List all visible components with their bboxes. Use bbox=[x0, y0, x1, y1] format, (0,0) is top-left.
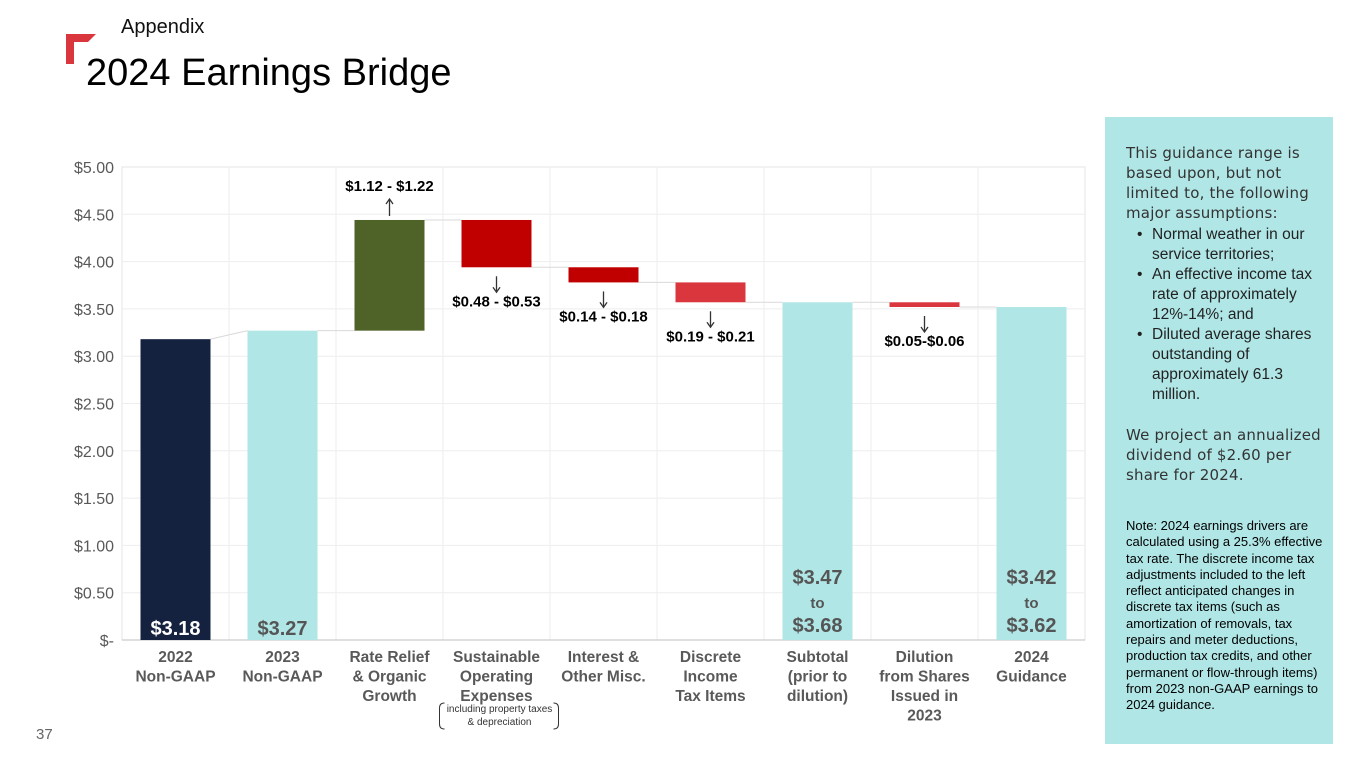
x-category-label: Other Misc. bbox=[561, 669, 645, 686]
bar bbox=[354, 219, 425, 331]
y-tick-label: $- bbox=[100, 633, 114, 650]
page-title: 2024 Earnings Bridge bbox=[86, 52, 452, 94]
x-category-label: Growth bbox=[362, 688, 416, 705]
bar-value-label: $3.42 bbox=[1006, 567, 1056, 589]
x-category-label: Interest & bbox=[568, 649, 640, 666]
annotation-text: including property taxes bbox=[447, 704, 553, 715]
assumption-item: • Normal weather in our service territori… bbox=[1126, 225, 1327, 265]
footnote: Note: 2024 earnings drivers are calculat… bbox=[1126, 518, 1323, 713]
bar-value-label: $3.68 bbox=[792, 615, 842, 637]
bracket-right bbox=[553, 702, 559, 730]
down-arrow-icon bbox=[492, 286, 501, 294]
x-category-label: & Organic bbox=[352, 669, 426, 686]
x-category-label: 2023 bbox=[265, 649, 300, 666]
connector-line bbox=[210, 330, 248, 340]
x-category-label: Issued in bbox=[891, 688, 958, 705]
bar-value-label: $3.18 bbox=[150, 618, 200, 640]
bar-value-label: $3.62 bbox=[1006, 615, 1056, 637]
assumptions-panel: This guidance range is based upon, but n… bbox=[1105, 117, 1333, 744]
y-tick-label: $0.50 bbox=[74, 586, 114, 603]
assumption-item: • An effective income tax rate of approxi… bbox=[1126, 265, 1327, 325]
bar bbox=[568, 267, 639, 283]
x-category-label: dilution) bbox=[787, 688, 848, 705]
bar-value-label: $3.27 bbox=[257, 618, 307, 640]
section-label: Appendix bbox=[121, 16, 205, 38]
bar-value-label: $3.47 bbox=[792, 567, 842, 589]
x-category-label: Non-GAAP bbox=[242, 669, 322, 686]
delta-label: $0.48 - $0.53 bbox=[452, 293, 540, 310]
y-tick-label: $2.00 bbox=[74, 444, 114, 461]
y-tick-label: $4.00 bbox=[74, 255, 114, 272]
annotation-text: & depreciation bbox=[468, 717, 532, 728]
y-tick-label: $1.00 bbox=[74, 538, 114, 555]
y-tick-label: $3.50 bbox=[74, 302, 114, 319]
bullet-icon: • bbox=[1137, 326, 1143, 343]
bar bbox=[996, 307, 1067, 640]
delta-label: $0.05-$0.06 bbox=[884, 333, 964, 350]
page-number: 37 bbox=[36, 726, 53, 743]
x-category-label: Expenses bbox=[460, 688, 532, 705]
delta-label: $1.12 - $1.22 bbox=[345, 178, 433, 195]
bar bbox=[461, 219, 532, 268]
bullet-icon: • bbox=[1137, 226, 1143, 243]
x-category-label: Dilution bbox=[896, 649, 954, 666]
bar bbox=[247, 330, 318, 640]
x-category-label: from Shares bbox=[879, 669, 969, 686]
down-arrow-icon bbox=[599, 302, 608, 309]
x-category-label: Rate Relief bbox=[349, 649, 430, 666]
x-category-label: 2022 bbox=[158, 649, 192, 666]
down-arrow-icon bbox=[920, 326, 929, 334]
down-arrow-icon bbox=[706, 321, 715, 329]
assumption-item: • Diluted average shares outstanding of a… bbox=[1126, 325, 1327, 405]
bar bbox=[782, 302, 853, 640]
x-category-label: Income bbox=[683, 669, 738, 686]
delta-label: $0.14 - $0.18 bbox=[559, 308, 647, 325]
bar bbox=[675, 282, 746, 303]
x-category-label: Sustainable bbox=[453, 649, 540, 666]
x-category-label: Guidance bbox=[996, 669, 1067, 686]
bar bbox=[889, 302, 960, 308]
bracket-left bbox=[439, 702, 445, 730]
bar bbox=[140, 339, 211, 640]
x-category-label: 2024 bbox=[1014, 649, 1049, 666]
y-tick-label: $1.50 bbox=[74, 491, 114, 508]
logo-icon bbox=[66, 34, 96, 64]
x-category-label: 2023 bbox=[907, 708, 942, 725]
x-category-label: Operating bbox=[460, 669, 533, 686]
earnings-bridge-chart: $5.00 $4.50 $4.00 $3.50 $3.00 $2.50 $2.00 $1.50… bbox=[74, 160, 1086, 730]
y-tick-label: $4.50 bbox=[74, 207, 114, 224]
assumptions-list: • Normal weather in our service territori… bbox=[1126, 225, 1327, 405]
x-category-label: Subtotal bbox=[787, 649, 849, 666]
y-tick-label: $2.50 bbox=[74, 397, 114, 414]
y-tick-label: $3.00 bbox=[74, 349, 114, 366]
bar-value-label: to bbox=[810, 595, 824, 612]
assumption-text: Normal weather in our service territorie… bbox=[1152, 226, 1305, 263]
assumption-text: Diluted average shares outstanding of ap… bbox=[1152, 326, 1312, 403]
x-category-label: Non-GAAP bbox=[135, 669, 215, 686]
x-category-label: Tax Items bbox=[675, 688, 745, 705]
dividend-text: We project an annualized dividend of $2.… bbox=[1126, 426, 1321, 484]
bar-value-label: to bbox=[1024, 595, 1038, 612]
bullet-icon: • bbox=[1137, 266, 1143, 283]
up-arrow-icon bbox=[385, 197, 394, 205]
delta-label: $0.19 - $0.21 bbox=[666, 328, 754, 345]
assumption-text: An effective income tax rate of approxim… bbox=[1152, 266, 1312, 323]
x-category-label: (prior to bbox=[788, 669, 847, 686]
assumptions-intro: This guidance range is based upon, but n… bbox=[1126, 144, 1309, 222]
x-category-label: Discrete bbox=[680, 649, 742, 666]
y-tick-label: $5.00 bbox=[74, 160, 114, 177]
